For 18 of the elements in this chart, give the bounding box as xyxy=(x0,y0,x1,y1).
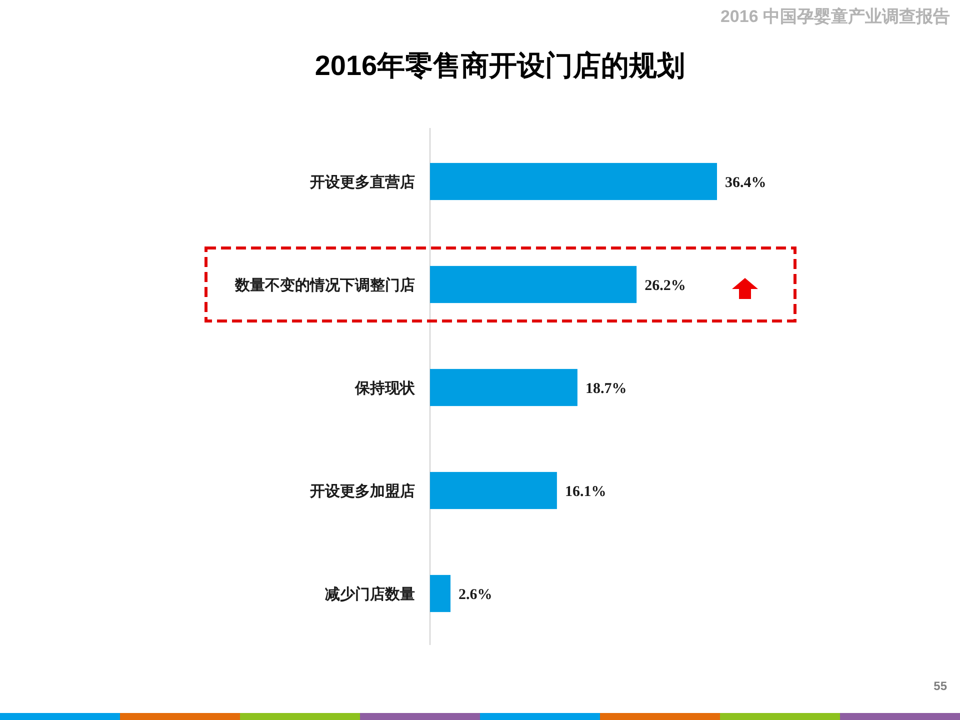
data-label: 36.4% xyxy=(725,174,766,191)
y-tick-label: 开设更多加盟店 xyxy=(309,482,415,500)
data-label: 16.1% xyxy=(564,484,606,500)
data-label: 26.2% xyxy=(644,278,686,294)
y-tick-label: 数量不变的情况下调整门店 xyxy=(234,276,415,294)
text: 55 xyxy=(934,679,948,693)
bar xyxy=(430,368,578,406)
bar xyxy=(430,574,450,612)
data-label: 18.7% xyxy=(585,380,627,397)
data-label: 2.6% xyxy=(458,586,492,603)
y-tick-label: 保持现状 xyxy=(354,380,416,397)
chart-title: 2016年零售商开设门店的规划 xyxy=(314,50,686,81)
bar xyxy=(430,162,717,200)
bar xyxy=(430,472,557,510)
y-tick-label: 减少门店数量 xyxy=(325,584,415,603)
bar xyxy=(430,266,637,304)
y-tick-label: 开设更多直营店 xyxy=(309,172,415,191)
text: 2016 中国孕婴童产业调查报告 xyxy=(720,7,950,26)
